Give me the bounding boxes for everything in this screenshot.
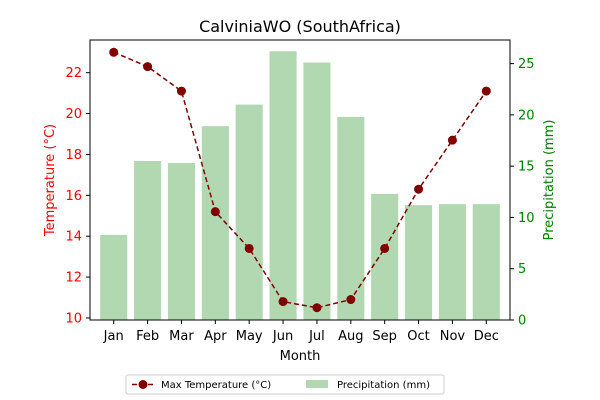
temp-point-jun: [278, 297, 288, 307]
legend-marker-swatch: [138, 380, 148, 389]
temp-point-nov: [447, 135, 457, 145]
y-right-tick-label: 0: [518, 314, 526, 329]
precip-bar-mar: [167, 163, 195, 320]
x-tick-label: Nov: [440, 329, 466, 344]
precip-bar-feb: [134, 161, 162, 320]
y-axis-left-title: Temperature (°C): [43, 124, 58, 237]
x-tick-label: Jan: [103, 329, 124, 344]
precip-bar-oct: [405, 205, 433, 320]
temp-point-apr: [210, 207, 220, 217]
y-axis-left: 10 12 14 16 18 20 22: [65, 66, 90, 326]
x-tick-label: Apr: [204, 329, 227, 344]
x-tick-label: May: [236, 329, 263, 344]
y-axis-right: 0 5 10 15 20 25: [510, 57, 535, 329]
temp-point-jan: [109, 47, 119, 57]
x-tick-label: Aug: [338, 329, 363, 344]
y-axis-right-title: Precipitation (mm): [542, 120, 557, 241]
plot-frame: [89, 39, 511, 321]
temp-point-may: [244, 243, 254, 253]
x-tick-label: Oct: [407, 329, 429, 344]
legend: Max Temperature (°C) Precipitation (mm): [125, 374, 445, 395]
y-right-tick-label: 15: [518, 160, 535, 175]
y-left-tick-label: 10: [65, 311, 82, 326]
y-left-tick-label: 14: [65, 230, 82, 245]
legend-bar-swatch: [306, 380, 328, 388]
temp-point-oct: [414, 184, 424, 194]
precip-bar-jun: [269, 51, 297, 321]
y-left-tick-label: 12: [65, 271, 82, 286]
temp-point-dec: [481, 86, 491, 96]
y-left-tick-label: 20: [65, 107, 82, 122]
temp-point-mar: [176, 86, 186, 96]
precip-bar-apr: [201, 126, 229, 321]
precipitation-bars: [100, 51, 500, 321]
x-tick-label: Sep: [372, 329, 397, 344]
legend-label-temperature: Max Temperature (°C): [161, 380, 271, 391]
temp-point-feb: [143, 62, 153, 72]
precip-bar-dec: [472, 204, 500, 320]
y-right-tick-label: 5: [518, 262, 526, 277]
x-tick-label: Dec: [474, 329, 499, 344]
x-axis-title: Month: [280, 349, 321, 364]
x-axis: Jan Feb Mar Apr May Jun Jul Aug Sep Oct Nov Dec: [103, 320, 499, 344]
temp-point-aug: [346, 295, 356, 305]
y-left-tick-label: 18: [65, 148, 82, 163]
chart-title: CalviniaWO (SouthAfrica): [199, 17, 401, 36]
y-right-tick-label: 10: [518, 211, 535, 226]
y-right-tick-label: 20: [518, 108, 535, 123]
precip-bar-jul: [303, 62, 331, 321]
y-left-tick-label: 22: [65, 66, 82, 81]
precip-bar-aug: [337, 116, 365, 320]
precip-bar-sep: [371, 193, 399, 320]
y-right-tick-label: 25: [518, 57, 535, 72]
x-tick-label: Jul: [308, 329, 325, 344]
x-tick-label: Mar: [169, 329, 194, 344]
precip-bar-nov: [438, 204, 466, 320]
x-tick-label: Jun: [272, 329, 293, 344]
precip-bar-jan: [100, 234, 128, 320]
temp-point-sep: [380, 243, 390, 253]
legend-label-precipitation: Precipitation (mm): [337, 380, 430, 391]
y-left-tick-label: 16: [65, 189, 82, 204]
precip-bar-may: [235, 104, 263, 320]
temperature-line-layer: [109, 47, 491, 313]
x-tick-label: Feb: [136, 329, 159, 344]
legend-frame: [125, 374, 445, 395]
temp-point-jul: [312, 303, 322, 313]
